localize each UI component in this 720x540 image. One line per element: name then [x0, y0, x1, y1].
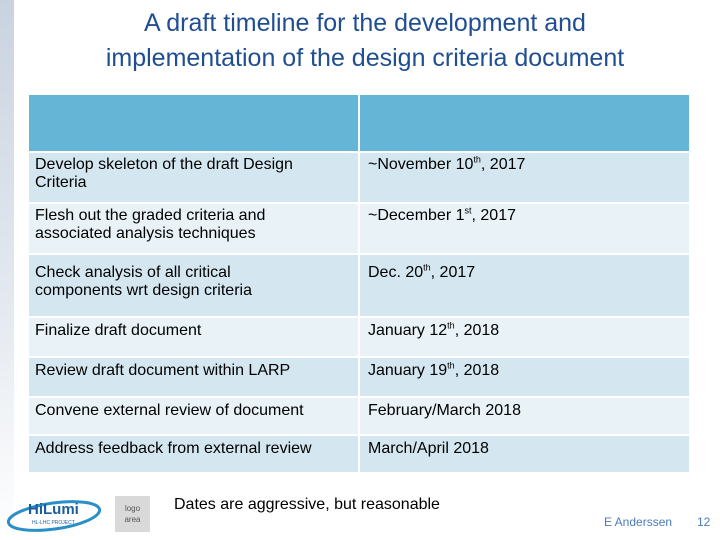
date-ordinal: th: [473, 154, 481, 165]
logo-subtext: HL-LHC PROJECT: [32, 520, 75, 526]
date-cell: January 12th, 2018: [358, 316, 691, 358]
task-text: Flesh out the graded criteria and: [35, 207, 266, 224]
task-text: Criteria: [35, 174, 87, 191]
title-line-1: A draft timeline for the development and: [144, 9, 586, 37]
table-row: Review draft document within LARP Januar…: [27, 356, 691, 398]
date-cell: January 19th, 2018: [358, 356, 691, 398]
date-text: ~December 1: [368, 207, 465, 224]
task-cell: Finalize draft document: [27, 316, 360, 358]
date-cell: ~November 10th, 2017: [358, 151, 691, 204]
table-row: Address feedback from external review Ma…: [27, 434, 691, 474]
date-ordinal: th: [423, 262, 431, 273]
date-text: January 12: [368, 322, 448, 339]
task-cell: Flesh out the graded criteria and associa…: [27, 202, 360, 255]
task-text: Review draft document within LARP: [35, 362, 291, 379]
logo-text: HiLumi: [28, 501, 79, 518]
hilumi-logo: HiLumi HL-LHC PROJECT: [6, 492, 108, 532]
table-row: Develop skeleton of the draft Design Crit…: [27, 151, 691, 204]
task-cell: Develop skeleton of the draft Design Crit…: [27, 151, 360, 204]
logo-area-text: area: [124, 515, 141, 524]
date-year: , 2018: [454, 362, 500, 379]
table-row: Check analysis of all critical components…: [27, 253, 691, 318]
date-cell: ~December 1st, 2017: [358, 202, 691, 255]
header-cell-task: [27, 93, 360, 153]
author-name: E Anderssen: [604, 515, 673, 529]
task-text: Develop skeleton of the draft Design: [35, 156, 293, 173]
date-text: March/April 2018: [368, 440, 489, 457]
date-year: , 2017: [480, 156, 526, 173]
date-text: Dec. 20: [368, 264, 424, 281]
task-cell: Review draft document within LARP: [27, 356, 360, 398]
date-cell: February/March 2018: [358, 396, 691, 436]
date-ordinal: th: [447, 320, 455, 331]
table-row: Finalize draft document January 12th, 20…: [27, 316, 691, 358]
slide-title: A draft timeline for the development and…: [20, 6, 710, 76]
task-text: Convene external review of document: [35, 402, 304, 419]
date-year: , 2017: [430, 264, 476, 281]
task-cell: Check analysis of all critical components…: [27, 253, 360, 318]
task-cell: Convene external review of document: [27, 396, 360, 436]
timeline-table: Develop skeleton of the draft Design Crit…: [27, 93, 691, 474]
date-ordinal: st: [464, 205, 472, 216]
task-text: Check analysis of all critical: [35, 264, 231, 281]
page-number: 12: [697, 515, 711, 529]
date-text: January 19: [368, 362, 448, 379]
date-year: , 2018: [454, 322, 500, 339]
date-text: February/March 2018: [368, 402, 521, 419]
task-text: associated analysis techniques: [35, 225, 256, 242]
task-text: components wrt design criteria: [35, 282, 252, 299]
date-ordinal: th: [447, 360, 455, 371]
task-text: Address feedback from external review: [35, 440, 312, 457]
title-line-2: implementation of the design criteria do…: [105, 44, 625, 72]
table-row: Flesh out the graded criteria and associa…: [27, 202, 691, 255]
table-row: Convene external review of document Febr…: [27, 396, 691, 436]
logo-area-placeholder: logo area: [115, 496, 150, 532]
task-text: Finalize draft document: [35, 322, 202, 339]
date-cell: March/April 2018: [358, 434, 691, 474]
date-cell: Dec. 20th, 2017: [358, 253, 691, 318]
logo-area-text: logo: [124, 504, 141, 513]
task-cell: Address feedback from external review: [27, 434, 360, 474]
left-decorative-bar: [0, 0, 14, 540]
header-cell-date: [358, 93, 691, 153]
footer-note: Dates are aggressive, but reasonable: [174, 496, 440, 513]
table-header-row: [27, 93, 691, 153]
date-text: ~November 10: [368, 156, 474, 173]
date-year: , 2017: [471, 207, 516, 224]
